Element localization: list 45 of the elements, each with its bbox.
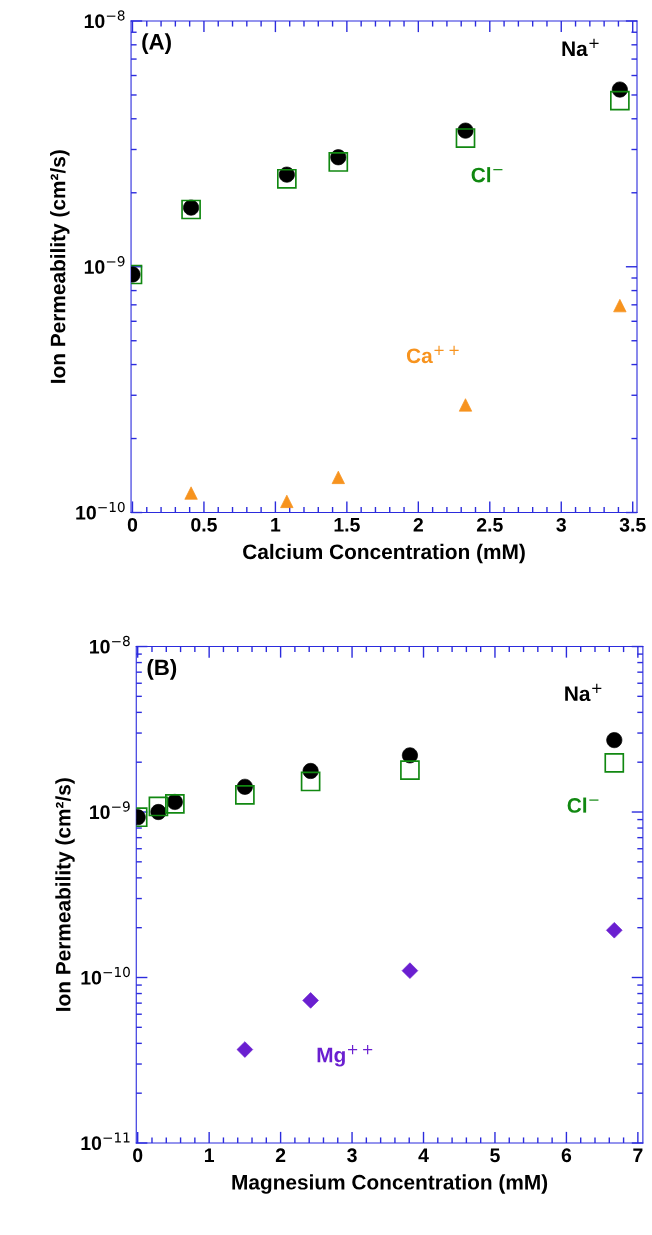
x-tick-label: 0 (127, 517, 138, 532)
point (235, 784, 255, 805)
y-axis-title: Ion Permeability (cm²/s) (55, 778, 75, 1011)
y-tick-label: 10$^{−10}$ (76, 501, 125, 520)
x-tick-label: 1 (271, 518, 281, 532)
series-label: Na$^{+}$ (562, 38, 599, 57)
x-axis-title: Magnesium Concentration (mM) (232, 1174, 548, 1194)
x-tick-label: 3 (556, 517, 566, 532)
x-axis-title: Calcium Concentration (mM) (243, 543, 525, 564)
x-tick-label: 0 (133, 1148, 143, 1163)
point (400, 760, 420, 781)
series-label: Cl$^{−}$ (567, 797, 599, 813)
y-tick-label: 10$^{−8}$ (90, 635, 130, 654)
x-tick-label: 2 (275, 1148, 286, 1162)
point (455, 128, 476, 148)
point (300, 771, 321, 792)
series-label: Na$^{+}$ (565, 683, 602, 702)
point (276, 168, 297, 189)
y-tick-label: 10$^{−10}$ (81, 966, 130, 985)
y-axis-title: Ion Permeability (cm²/s) (50, 150, 70, 383)
y-tick-label: 10$^{−9}$ (90, 801, 130, 820)
x-tick-label: 2 (413, 517, 423, 532)
x-tick-label: 3 (347, 1148, 357, 1163)
x-tick-label: 3.5 (619, 517, 646, 532)
point (604, 753, 625, 773)
y-tick-label: 10$^{−8}$ (84, 10, 125, 29)
x-tick-label: 1.5 (334, 518, 360, 532)
x-tick-label: 2.5 (476, 517, 503, 532)
series-label: Mg$^{++}$ (317, 1045, 373, 1067)
x-tick-label: 6 (561, 1148, 572, 1163)
y-tick-label: 10$^{−9}$ (84, 256, 125, 274)
y-tick-label: 10$^{−11}$ (81, 1132, 130, 1151)
series-label: Cl$^{−}$ (471, 167, 503, 183)
point (148, 796, 169, 817)
x-tick-label: 5 (490, 1148, 500, 1163)
x-tick-label: 4 (418, 1148, 429, 1162)
annotation: (A) (142, 33, 171, 54)
x-tick-label: 1 (204, 1148, 215, 1162)
series-label: Ca$^{++}$ (406, 345, 459, 364)
point (328, 152, 349, 172)
point (401, 962, 419, 979)
x-tick-label: 0.5 (191, 517, 217, 532)
x-tick-label: 7 (633, 1148, 643, 1162)
point (609, 90, 630, 111)
annotation: (B) (147, 658, 177, 680)
